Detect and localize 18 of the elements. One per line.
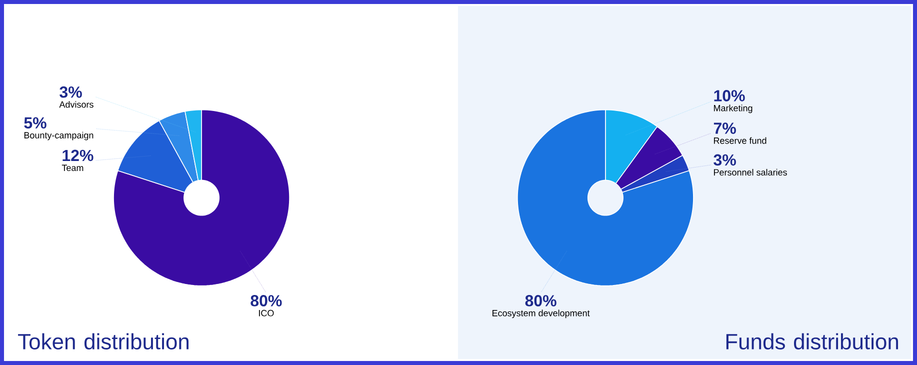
slice-label: Reserve fund <box>714 137 766 144</box>
data-label: 80% <box>525 295 556 306</box>
text: Funds distribution <box>726 333 898 350</box>
slice-label: Marketing <box>714 104 752 114</box>
data-label: 7% <box>714 122 736 134</box>
slice-label: ICO <box>259 310 274 316</box>
data-label: 3% <box>714 154 736 166</box>
slice-label: Personnel salaries <box>714 168 787 176</box>
slice-label: Ecosystem development <box>492 310 590 318</box>
slice-label: Advisors <box>59 101 94 108</box>
text: Token distribution <box>18 333 189 350</box>
data-label: 5% <box>24 117 46 129</box>
data-label: 3% <box>60 86 82 98</box>
slice-label: Team <box>62 164 84 172</box>
data-label: 12% <box>62 150 94 162</box>
data-label: 80% <box>250 295 282 306</box>
data-label: 10% <box>714 90 745 102</box>
slice-label: Bounty-campaign <box>24 132 94 140</box>
